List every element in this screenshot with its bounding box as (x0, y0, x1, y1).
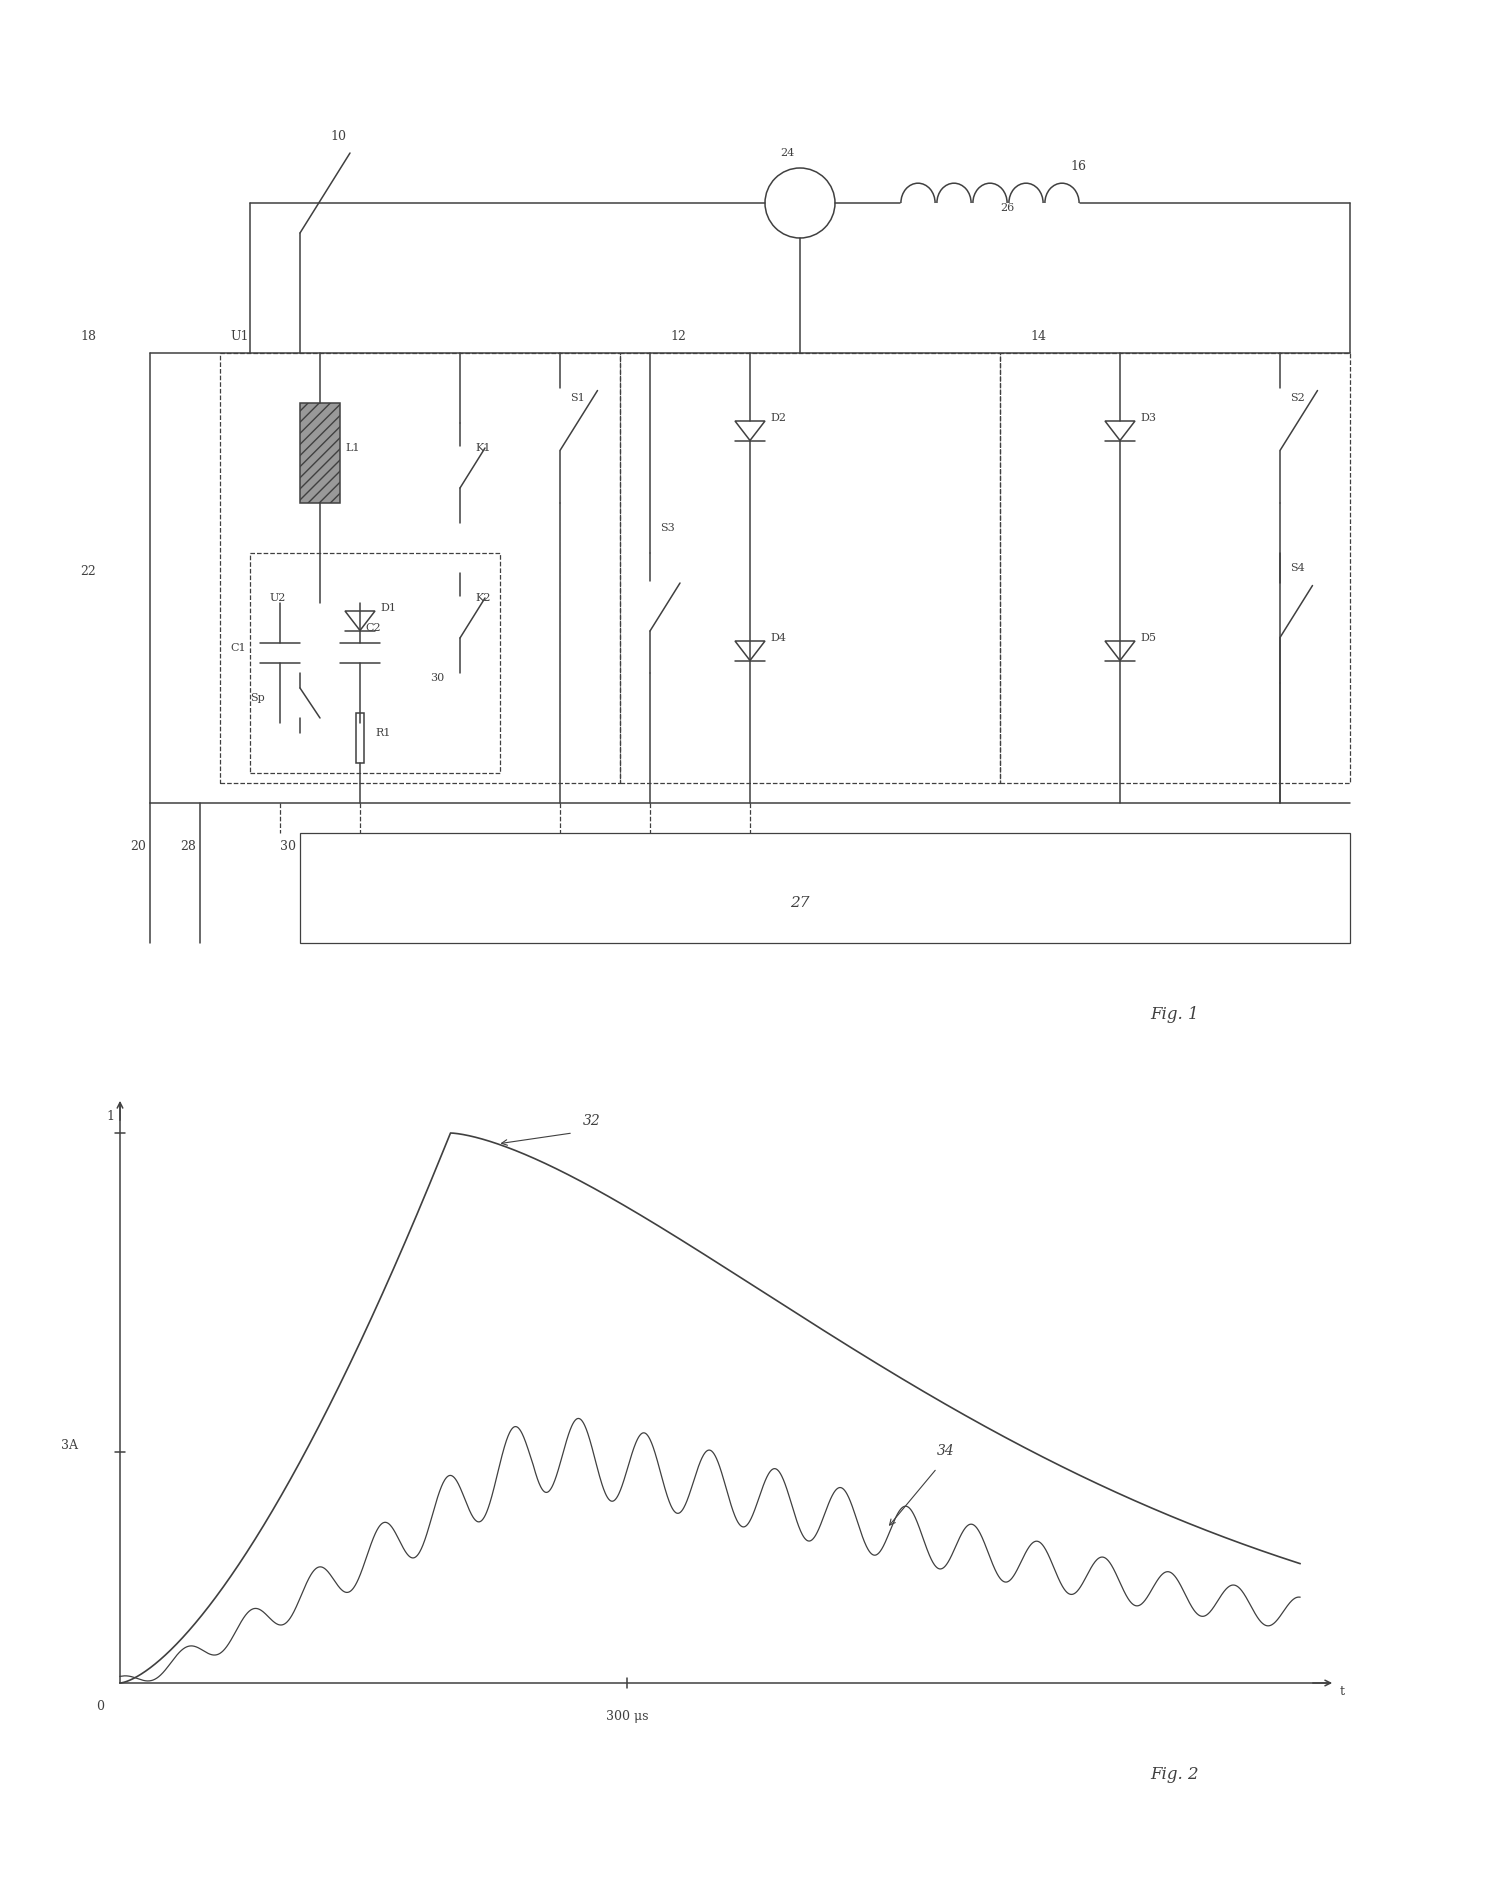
Text: D3: D3 (1140, 413, 1156, 422)
Text: D5: D5 (1140, 634, 1156, 643)
Text: K2: K2 (475, 594, 490, 603)
Text: 22: 22 (80, 565, 95, 579)
Text: Fig. 2: Fig. 2 (1150, 1766, 1198, 1783)
Text: D2: D2 (770, 413, 787, 422)
Text: 300 μs: 300 μs (606, 1711, 648, 1722)
Text: C1: C1 (229, 643, 246, 653)
Bar (1000, 352, 1350, 782)
Text: S4: S4 (1290, 563, 1305, 573)
Bar (299, 834, 1350, 944)
Text: t: t (1340, 1684, 1345, 1697)
Text: 32: 32 (583, 1113, 600, 1128)
Text: R1: R1 (375, 729, 390, 738)
Text: 28: 28 (180, 839, 195, 853)
Text: Sp: Sp (250, 693, 265, 702)
Text: D4: D4 (770, 634, 787, 643)
Text: 24: 24 (779, 148, 794, 158)
Text: 26: 26 (1000, 204, 1015, 213)
Text: 12: 12 (670, 329, 685, 343)
Text: K1: K1 (475, 443, 490, 453)
Bar (299, 403, 340, 502)
Text: 1: 1 (106, 1109, 115, 1123)
Text: 18: 18 (80, 329, 95, 343)
Text: 34: 34 (937, 1444, 955, 1458)
Text: 27: 27 (790, 896, 809, 910)
Text: 20: 20 (130, 839, 146, 853)
Text: 10: 10 (329, 129, 346, 143)
Text: 3A: 3A (61, 1439, 79, 1452)
Bar (221, 352, 620, 782)
Text: S2: S2 (1290, 394, 1305, 403)
Text: U1: U1 (229, 329, 249, 343)
Text: Fig. 1: Fig. 1 (1150, 1007, 1198, 1024)
Text: S3: S3 (660, 523, 675, 533)
Bar (250, 554, 501, 773)
Text: 30: 30 (431, 674, 444, 683)
Bar (620, 352, 1000, 782)
Text: D1: D1 (380, 603, 396, 613)
Text: S1: S1 (571, 394, 584, 403)
Text: 16: 16 (1070, 160, 1086, 173)
Bar (356, 714, 364, 763)
Text: L1: L1 (346, 443, 359, 453)
Text: 0: 0 (95, 1699, 104, 1713)
Text: 30: 30 (280, 839, 297, 853)
Text: 14: 14 (1030, 329, 1046, 343)
Text: U2: U2 (270, 594, 286, 603)
Text: C2: C2 (365, 622, 380, 634)
